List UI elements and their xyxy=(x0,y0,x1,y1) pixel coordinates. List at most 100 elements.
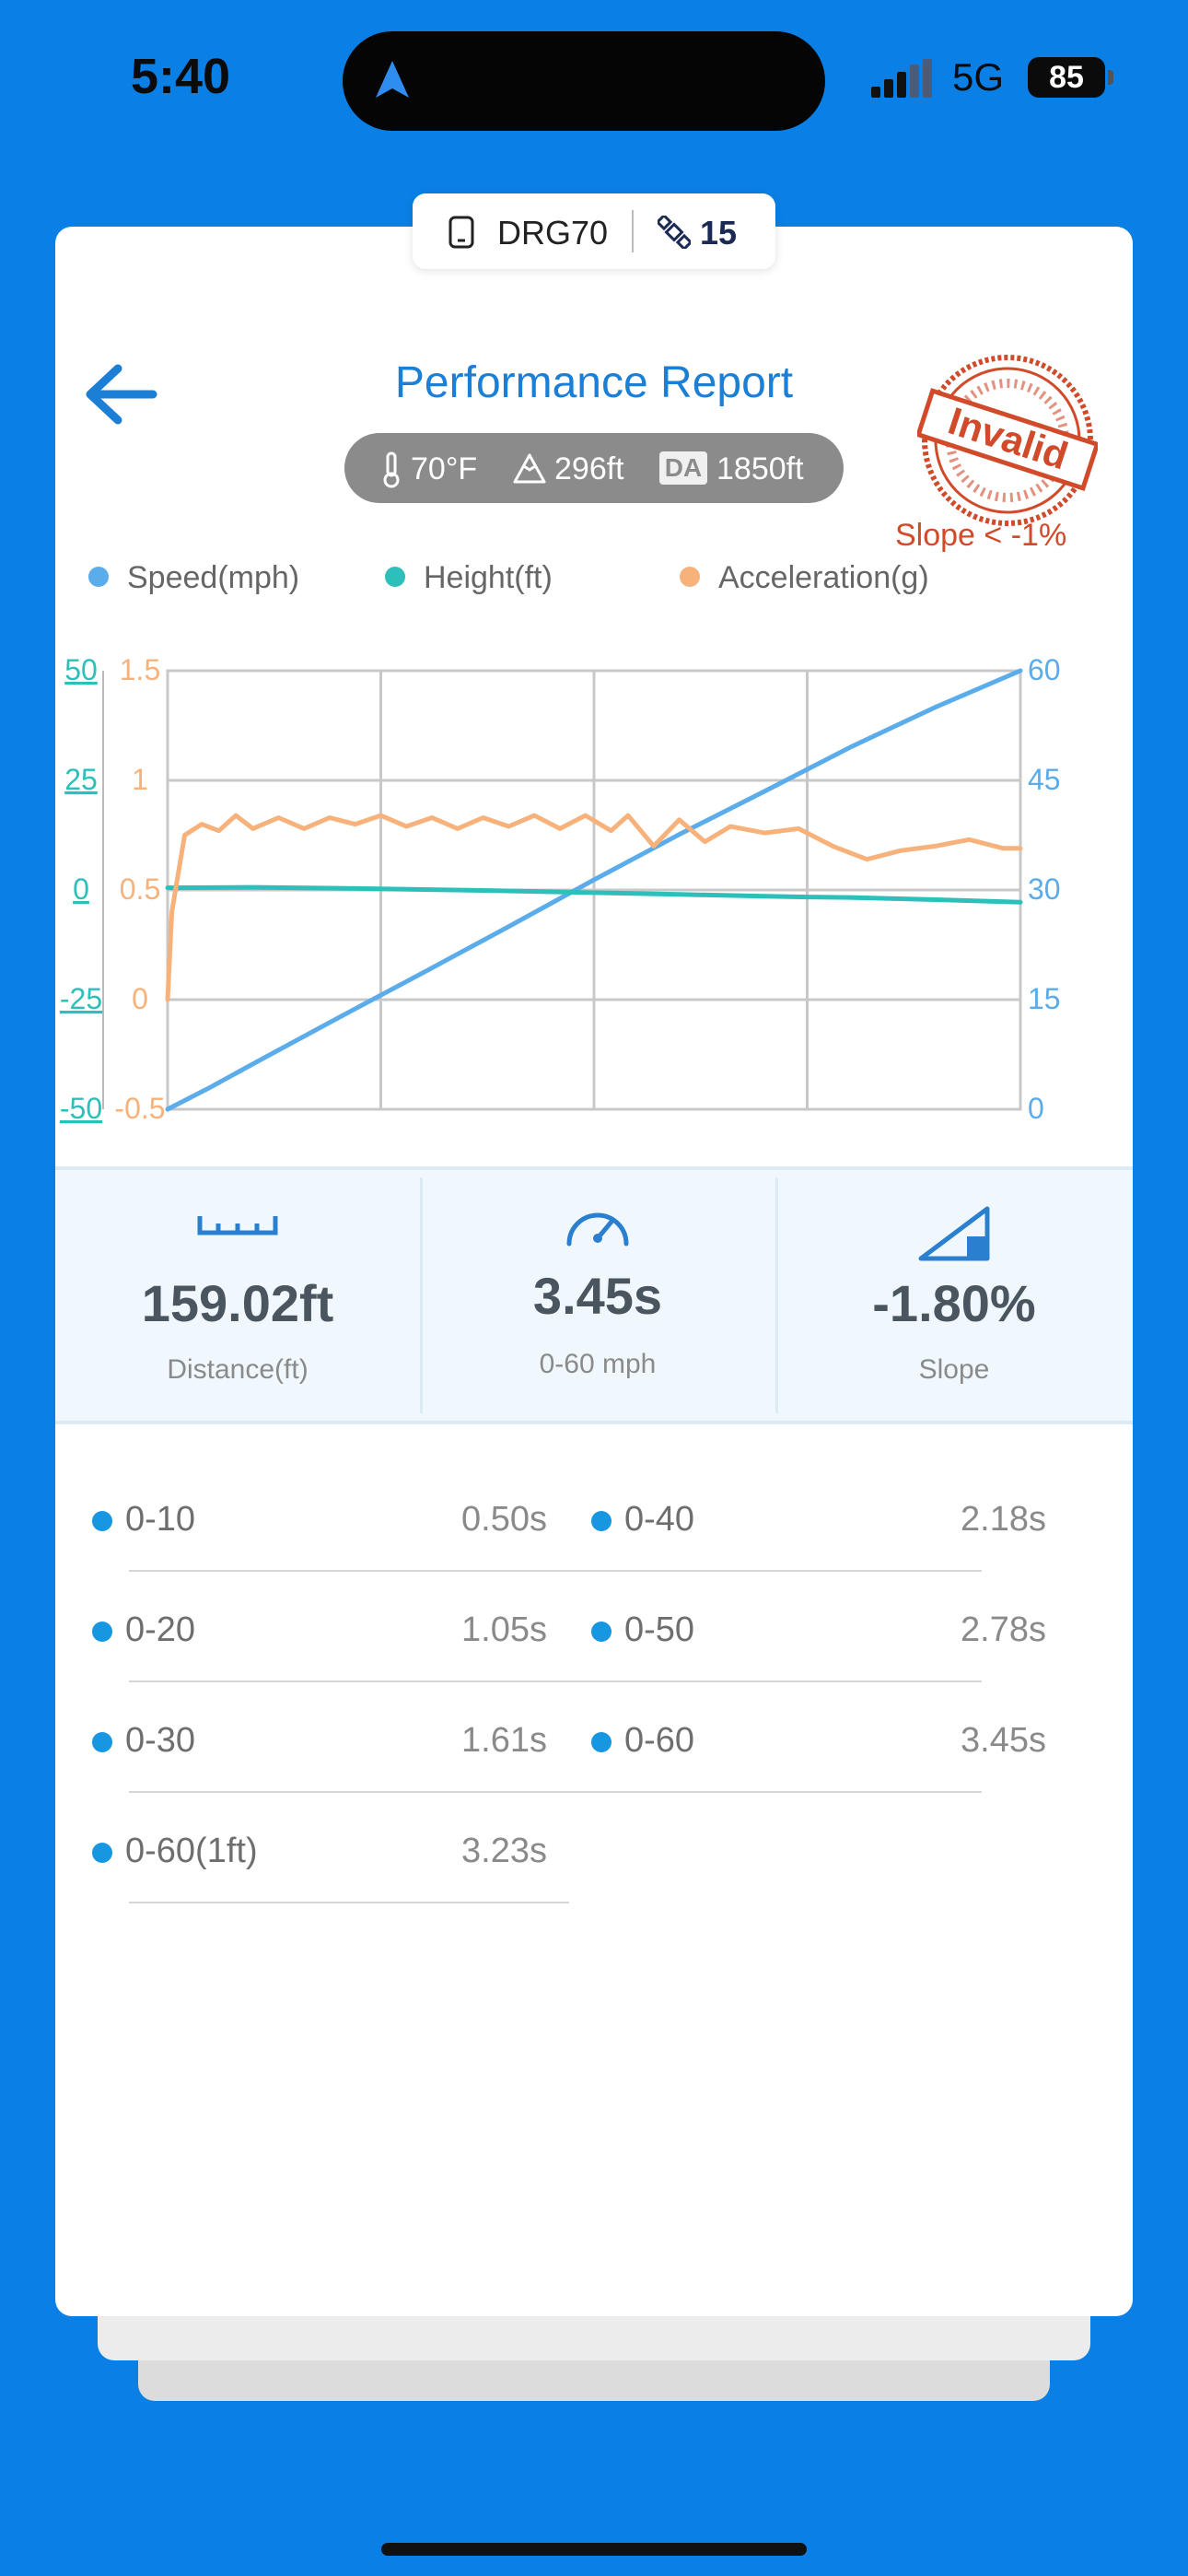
tick-label-height: 50 xyxy=(64,653,98,686)
temperature: 70°F xyxy=(411,451,478,486)
stat-slope: -1.80% Slope xyxy=(775,1170,1133,1421)
thermometer-icon xyxy=(383,451,400,488)
page-title: Performance Report xyxy=(394,358,794,407)
split-time: 2.18s xyxy=(961,1500,1046,1539)
tick-label-height: -25 xyxy=(60,982,102,1015)
density-altitude: 1850ft xyxy=(716,451,804,486)
split-name: 0-10 xyxy=(125,1500,196,1539)
tick-label-height: -50 xyxy=(60,1092,102,1125)
ruler-icon xyxy=(197,1216,278,1235)
stat-value: 159.02ft xyxy=(141,1274,334,1332)
tick-label-acceleration: 0 xyxy=(132,982,148,1015)
speedometer-icon xyxy=(566,1212,629,1247)
split-bullet xyxy=(591,1732,611,1752)
status-time: 5:40 xyxy=(131,49,231,104)
divider xyxy=(129,1791,982,1793)
conditions-pill: 70°F 296ft DA 1850ft xyxy=(344,433,844,503)
split-time: 2.78s xyxy=(961,1610,1046,1649)
tick-label-acceleration: -0.5 xyxy=(114,1092,165,1125)
legend-label: Height(ft) xyxy=(424,560,553,595)
split-bullet xyxy=(92,1732,112,1752)
stat-distance: 159.02ft Distance(ft) xyxy=(55,1170,420,1421)
split-item: 0-60(1ft) 3.23s xyxy=(92,1822,547,1885)
divider xyxy=(129,1570,982,1572)
tick-label-speed: 30 xyxy=(1028,872,1061,906)
navigation-arrow-icon xyxy=(376,61,409,98)
divider xyxy=(632,210,634,252)
split-time: 3.23s xyxy=(461,1832,547,1870)
slope-icon xyxy=(918,1206,990,1261)
legend-label: Speed(mph) xyxy=(127,560,300,595)
tick-label-speed: 0 xyxy=(1028,1092,1044,1125)
divider xyxy=(129,1902,569,1903)
series-line-speed xyxy=(165,668,1023,1112)
split-item: 0-30 1.61s xyxy=(92,1712,547,1774)
signal-icon xyxy=(871,59,932,98)
stat-value: 3.45s xyxy=(532,1267,663,1325)
device-name: DRG70 xyxy=(497,214,609,252)
stat-time: 3.45s 0-60 mph xyxy=(420,1170,775,1421)
legend-dot xyxy=(88,567,109,588)
split-time: 3.45s xyxy=(961,1721,1046,1760)
slope-warning: Slope < -1% xyxy=(895,518,1067,553)
split-name: 0-30 xyxy=(125,1721,196,1760)
split-bullet xyxy=(92,1511,112,1531)
split-time: 1.05s xyxy=(461,1610,547,1649)
home-indicator[interactable] xyxy=(381,2543,807,2556)
tick-label-speed: 60 xyxy=(1028,653,1061,686)
split-name: 0-60(1ft) xyxy=(125,1832,258,1870)
battery-level: 85 xyxy=(1028,57,1105,98)
tick-label-speed: 45 xyxy=(1028,763,1061,796)
split-item: 0-10 0.50s xyxy=(92,1491,547,1553)
da-badge: DA xyxy=(659,451,707,485)
tick-label-acceleration: 1.5 xyxy=(120,653,160,686)
tick-label-speed: 15 xyxy=(1028,982,1061,1015)
battery-icon xyxy=(1108,70,1113,85)
split-bullet xyxy=(591,1622,611,1642)
tick-label-height: 0 xyxy=(73,872,89,906)
back-arrow-icon xyxy=(86,364,157,425)
split-name: 0-50 xyxy=(624,1610,695,1649)
divider xyxy=(775,1177,778,1413)
mountain-icon xyxy=(513,453,546,484)
satellite-icon xyxy=(658,216,691,249)
split-name: 0-60 xyxy=(624,1721,695,1760)
network-type: 5G xyxy=(952,55,1005,99)
back-button[interactable] xyxy=(81,361,160,427)
device-pill[interactable]: DRG70 15 xyxy=(413,193,775,269)
dynamic-island xyxy=(343,31,825,131)
tick-label-acceleration: 1 xyxy=(132,763,148,796)
split-name: 0-20 xyxy=(125,1610,196,1649)
split-item: 0-20 1.05s xyxy=(92,1601,547,1664)
stats-panel: 159.02ft Distance(ft) 3.45s 0-60 mph -1.… xyxy=(55,1166,1133,1424)
invalid-stamp: Invalid xyxy=(917,355,1098,526)
series-line-height xyxy=(165,884,1023,905)
stat-label: Slope xyxy=(918,1354,990,1385)
divider xyxy=(420,1177,423,1413)
divider xyxy=(129,1680,982,1682)
split-bullet xyxy=(92,1843,112,1863)
performance-chart: 50 25 0 -25 -50 1.5 1 0.5 0 -0.5 60 45 30 15 0 xyxy=(60,653,1061,1125)
split-time: 1.61s xyxy=(461,1721,547,1760)
stat-label: Distance(ft) xyxy=(167,1354,309,1385)
legend-acceleration: Acceleration(g) xyxy=(680,560,929,596)
device-icon xyxy=(448,216,474,249)
elevation: 296ft xyxy=(554,451,624,486)
legend-dot xyxy=(680,567,700,588)
split-bullet xyxy=(591,1511,611,1531)
split-item: 0-60 3.45s xyxy=(591,1712,1046,1774)
stat-value: -1.80% xyxy=(872,1274,1036,1332)
split-time: 0.50s xyxy=(461,1500,547,1539)
satellite-count: 15 xyxy=(700,214,738,252)
split-item: 0-50 2.78s xyxy=(591,1601,1046,1664)
legend-dot xyxy=(385,567,405,588)
split-name: 0-40 xyxy=(624,1500,695,1539)
stat-label: 0-60 mph xyxy=(539,1349,657,1379)
legend-height: Height(ft) xyxy=(385,560,553,596)
legend-label: Acceleration(g) xyxy=(718,560,929,595)
split-bullet xyxy=(92,1622,112,1642)
series-line-acceleration xyxy=(165,813,1023,1002)
legend-speed: Speed(mph) xyxy=(88,560,299,596)
tick-label-acceleration: 0.5 xyxy=(120,872,160,906)
tick-label-height: 25 xyxy=(64,763,98,796)
